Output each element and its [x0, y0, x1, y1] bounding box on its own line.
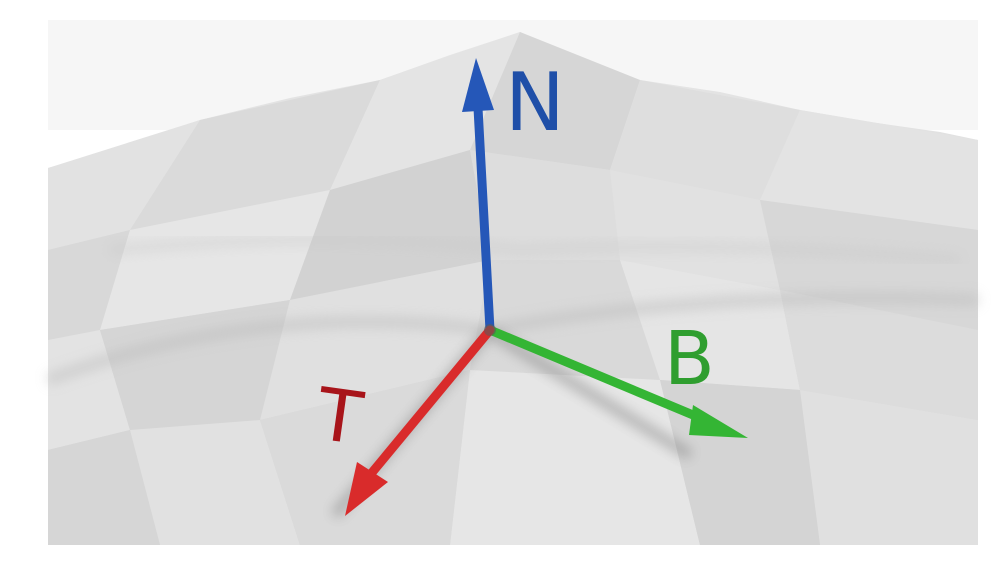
facet	[48, 230, 130, 340]
facet	[470, 150, 620, 260]
facet	[48, 430, 160, 545]
facet	[620, 260, 800, 390]
normal-arrow-head	[462, 58, 494, 112]
facet	[470, 32, 640, 170]
tangent-arrow-shaft	[365, 325, 495, 480]
facet	[610, 80, 800, 200]
crease-shadow	[109, 236, 961, 264]
tangent-arrow-head	[345, 462, 388, 516]
bitangent-arrow-head	[689, 405, 748, 438]
facet	[760, 110, 978, 230]
origin-point	[484, 324, 496, 336]
facet	[100, 190, 330, 330]
normal-arrow-shaft	[473, 103, 495, 335]
facet	[780, 290, 978, 420]
normal-label: N	[505, 56, 565, 149]
facet	[290, 150, 490, 300]
facet	[260, 260, 490, 420]
facet	[48, 120, 200, 250]
bitangent-axis: B	[485, 316, 748, 438]
bitangent-arrow-shaft	[485, 325, 710, 425]
facet	[610, 170, 780, 290]
facet	[800, 390, 978, 545]
facet	[130, 420, 300, 545]
facet	[450, 370, 700, 545]
facet	[48, 330, 130, 450]
normal-axis: N	[462, 56, 565, 335]
bitangent-label: B	[664, 316, 715, 402]
